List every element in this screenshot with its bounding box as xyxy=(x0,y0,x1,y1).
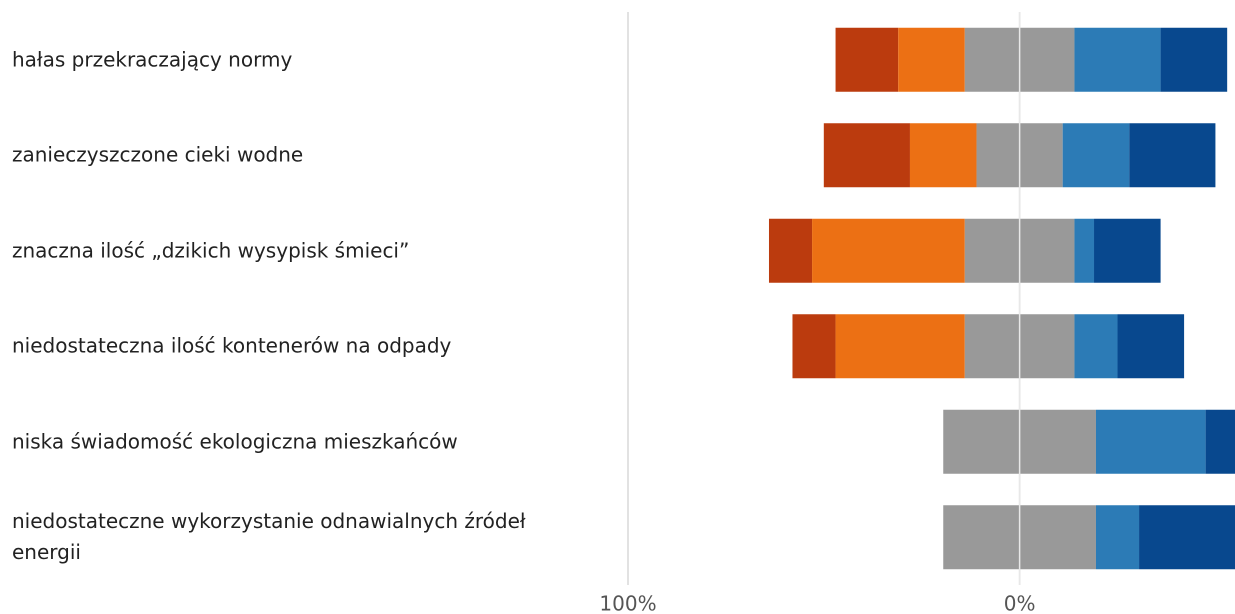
bar-segment xyxy=(1129,123,1216,188)
bar-segment xyxy=(1095,409,1206,474)
category-label: niska świadomość ekologiczna mieszkańców xyxy=(12,429,458,454)
bar-segment xyxy=(768,218,813,283)
bar-segment xyxy=(898,27,965,92)
x-tick-label: 0% xyxy=(1004,592,1036,614)
bar-segment xyxy=(1205,409,1235,474)
bar-segment xyxy=(823,123,910,188)
bar-segment xyxy=(1062,123,1130,188)
bar-segment xyxy=(812,218,965,283)
category-label: zanieczyszczone cieki wodne xyxy=(12,142,304,167)
bar-segment xyxy=(835,27,899,92)
category-label: niedostateczna ilość kontenerów na odpad… xyxy=(12,333,452,358)
bar-segment xyxy=(1074,218,1095,283)
bar-segment xyxy=(1139,505,1235,570)
bar-segment xyxy=(1160,27,1228,92)
x-tick-label: 100% xyxy=(599,592,656,614)
category-label: hałas przekraczający normy xyxy=(12,47,293,72)
category-label: znaczna ilość „dzikich wysypisk śmieci” xyxy=(12,238,410,263)
bar-segment xyxy=(835,314,965,379)
bar-segment xyxy=(1095,505,1140,570)
bar-segment xyxy=(1094,218,1161,283)
bar-segment xyxy=(1117,314,1185,379)
bar-segment xyxy=(792,314,836,379)
bar-segment xyxy=(1074,314,1118,379)
bar-segment xyxy=(909,123,977,188)
category-label: niedostateczne wykorzystanie odnawialnyc… xyxy=(12,509,526,565)
bar-segment xyxy=(1074,27,1161,92)
